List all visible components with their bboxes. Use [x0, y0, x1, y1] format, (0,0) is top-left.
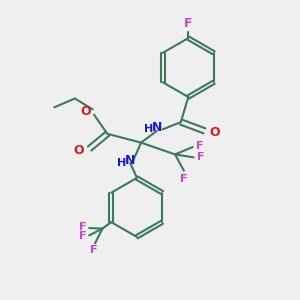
Text: O: O — [74, 144, 84, 158]
Text: H: H — [144, 124, 153, 134]
Text: F: F — [79, 231, 87, 241]
Text: F: F — [180, 174, 188, 184]
Text: F: F — [197, 152, 205, 162]
Text: O: O — [210, 126, 220, 139]
Text: F: F — [90, 245, 97, 255]
Text: F: F — [196, 141, 203, 151]
Text: F: F — [184, 17, 193, 30]
Text: H: H — [117, 158, 127, 168]
Text: N: N — [152, 121, 162, 134]
Text: N: N — [125, 154, 136, 167]
Text: O: O — [80, 105, 91, 118]
Text: F: F — [79, 222, 87, 233]
